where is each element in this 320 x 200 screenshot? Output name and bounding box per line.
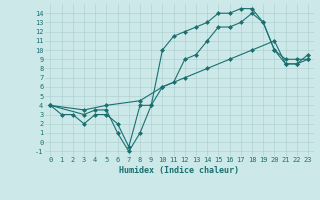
X-axis label: Humidex (Indice chaleur): Humidex (Indice chaleur) [119,166,239,175]
